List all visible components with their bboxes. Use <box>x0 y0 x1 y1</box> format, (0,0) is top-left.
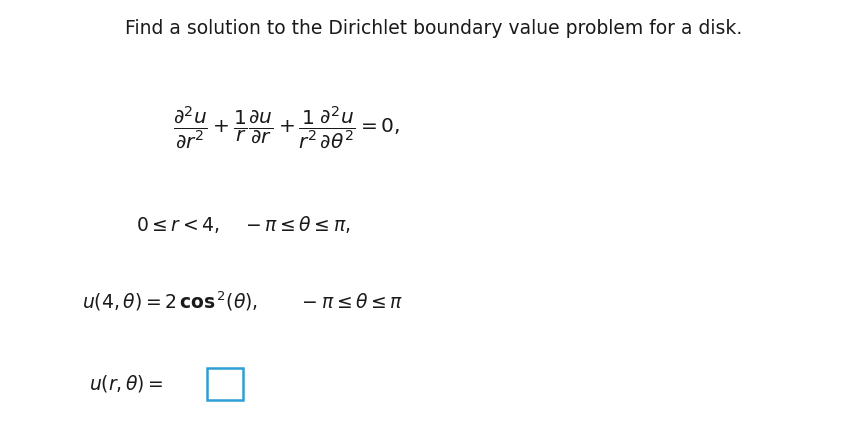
Text: $\dfrac{\partial^2 u}{\partial r^2} + \dfrac{1}{r}\dfrac{\partial u}{\partial r}: $\dfrac{\partial^2 u}{\partial r^2} + \d… <box>173 105 400 152</box>
Text: $u(4,\theta) = 2\,\mathbf{cos}^{\,2}(\theta), \qquad -\pi \leq \theta \leq \pi$: $u(4,\theta) = 2\,\mathbf{cos}^{\,2}(\th… <box>82 290 404 313</box>
Bar <box>207 368 243 400</box>
Text: Find a solution to the Dirichlet boundary value problem for a disk.: Find a solution to the Dirichlet boundar… <box>125 19 743 38</box>
Text: $0 \leq r < 4, \quad -\pi \leq \theta \leq \pi,$: $0 \leq r < 4, \quad -\pi \leq \theta \l… <box>135 214 351 235</box>
Text: $u(r,\theta) = $: $u(r,\theta) = $ <box>89 372 163 394</box>
